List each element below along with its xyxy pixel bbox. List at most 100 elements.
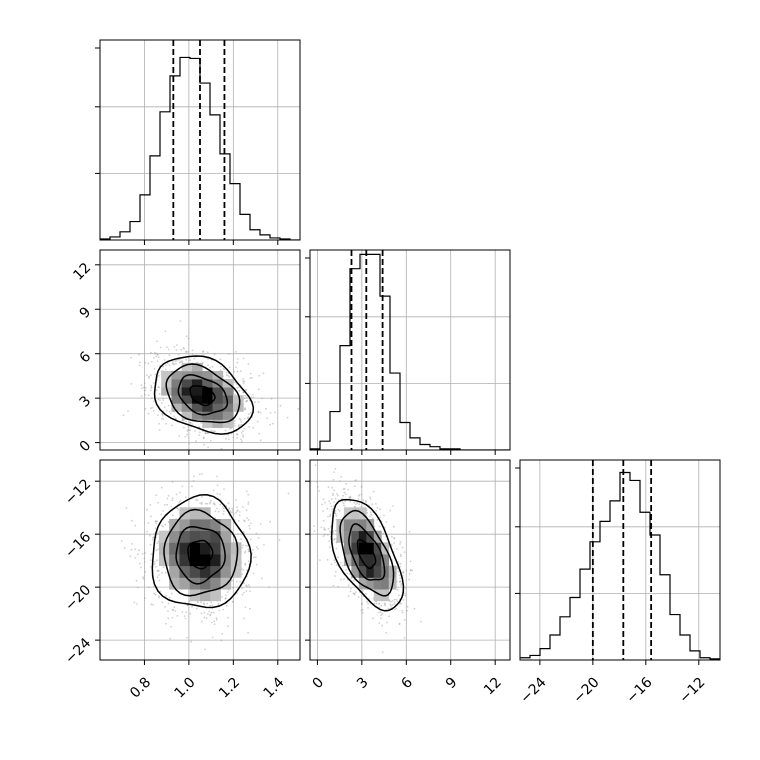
histogram-step (310, 253, 510, 450)
scatter-point (241, 573, 244, 575)
scatter-point (245, 396, 248, 399)
scatter-point (335, 547, 338, 550)
scatter-point (166, 503, 169, 506)
scatter-point (236, 510, 239, 513)
density-cell (181, 387, 193, 396)
scatter-point (242, 391, 245, 394)
density-cell (210, 565, 221, 578)
scatter-point (228, 507, 231, 510)
scatter-point (200, 422, 203, 424)
scatter-point (245, 590, 248, 592)
panel-frame (309, 459, 511, 661)
scatter-point (236, 533, 239, 535)
scatter-point (239, 370, 242, 372)
scatter-point (167, 404, 170, 407)
scatter-point (406, 605, 409, 608)
scatter-point (156, 559, 158, 562)
x-tick-label: −16 (623, 674, 655, 706)
scatter-point (138, 353, 140, 356)
scatter-point (355, 479, 358, 482)
scatter-point (249, 590, 251, 592)
scatter-point (322, 519, 325, 522)
scatter-point (174, 610, 177, 612)
scatter-point (150, 374, 152, 377)
scatter-point (185, 636, 188, 639)
scatter-point (159, 346, 162, 349)
scatter-point (330, 505, 333, 508)
scatter-point (188, 442, 191, 445)
scatter-point (217, 602, 220, 605)
scatter-point (149, 534, 151, 537)
density-cell (189, 565, 201, 578)
scatter-point (179, 491, 181, 494)
density-cell (210, 577, 221, 590)
scatter-point (152, 400, 155, 403)
scatter-point (150, 559, 152, 561)
scatter-point (242, 430, 244, 432)
scatter-point (324, 501, 326, 504)
scatter-point (403, 619, 406, 621)
scatter-point (204, 648, 206, 651)
scatter-point (171, 497, 174, 500)
scatter-point (219, 493, 222, 495)
scatter-point (287, 492, 290, 495)
scatter-point (180, 348, 183, 351)
scatter-point (185, 335, 188, 338)
density-cell (181, 411, 193, 420)
scatter-point (376, 518, 379, 521)
scatter-point (286, 416, 289, 419)
density-cell (222, 395, 234, 404)
scatter-point (361, 602, 363, 605)
scatter-point (174, 360, 177, 362)
scatter-point (155, 549, 158, 552)
scatter-point (226, 591, 229, 593)
scatter-point (378, 622, 381, 624)
density-cell (358, 542, 367, 555)
scatter-point (150, 515, 152, 518)
scatter-point (247, 560, 250, 563)
scatter-point (326, 559, 329, 561)
scatter-point (151, 406, 154, 409)
y-tick-label: 6 (77, 349, 95, 367)
scatter-point (344, 500, 346, 503)
scatter-point (233, 424, 236, 427)
scatter-point (138, 549, 140, 552)
scatter-point (385, 521, 388, 523)
scatter-point (187, 337, 190, 340)
scatter-point (158, 393, 161, 395)
x-tick-label: 1.4 (260, 674, 287, 701)
scatter-point (150, 384, 153, 387)
scatter-point (339, 480, 342, 482)
scatter-point (400, 584, 402, 587)
scatter-point (189, 359, 192, 362)
scatter-point (405, 569, 408, 572)
scatter-point (216, 475, 218, 478)
density-cell (351, 507, 360, 520)
scatter-point (333, 559, 336, 562)
scatter-point (350, 587, 352, 590)
scatter-point (246, 490, 248, 493)
contour-line (356, 538, 377, 570)
scatter-point (207, 446, 210, 449)
scatter-point (160, 486, 163, 489)
scatter-point (227, 502, 230, 505)
scatter-point (172, 514, 174, 517)
density-cell (351, 542, 360, 555)
scatter-point (244, 550, 247, 553)
density-cell (373, 565, 382, 578)
scatter-point (337, 585, 340, 588)
scatter-point (329, 515, 331, 518)
density-cell (171, 387, 183, 396)
scatter-point (237, 425, 240, 428)
scatter-point (257, 388, 260, 391)
scatter-point (147, 522, 150, 524)
scatter-point (181, 485, 184, 488)
scatter-point (168, 596, 171, 599)
scatter-point (333, 489, 335, 492)
scatter-point (227, 374, 229, 377)
scatter-point (371, 517, 374, 519)
scatter-point (243, 617, 245, 620)
scatter-point (332, 505, 335, 507)
scatter-point (367, 602, 369, 605)
scatter-point (176, 507, 179, 510)
